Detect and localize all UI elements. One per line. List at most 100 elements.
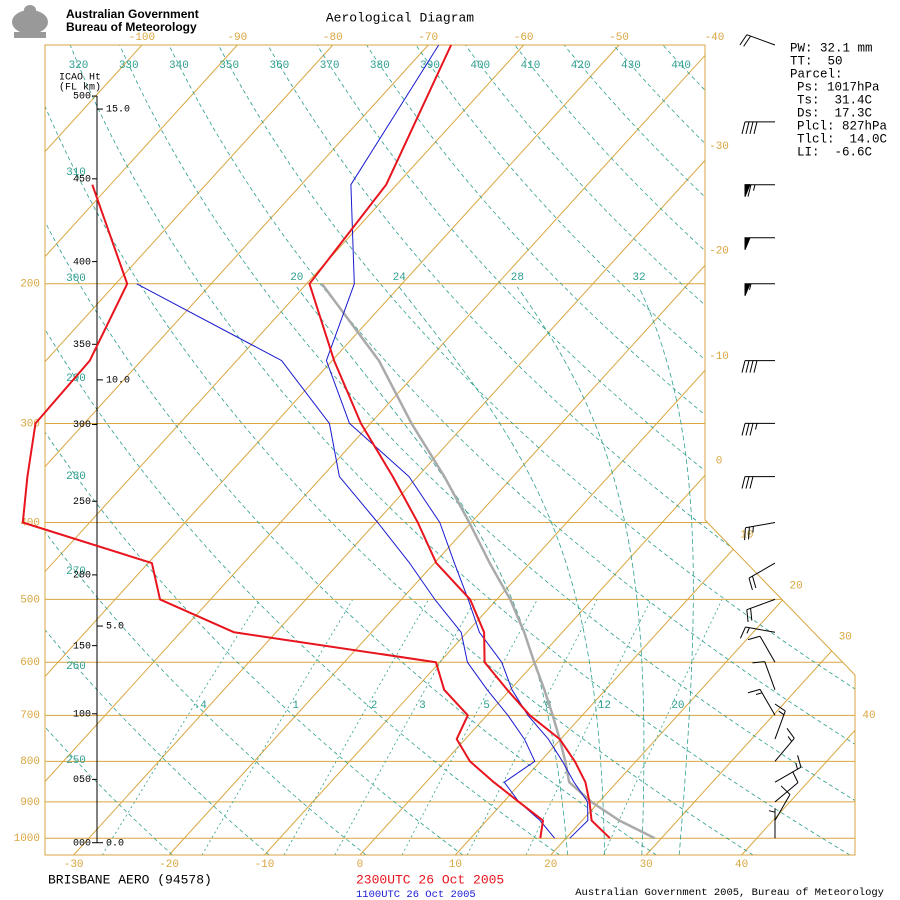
moist-adiabat (638, 286, 694, 855)
theta-tick-label: 330 (119, 60, 139, 72)
theta-tick-label: 430 (621, 60, 641, 72)
theta-tick-label: 420 (571, 60, 591, 72)
info-line: Ps: 1017hPa (797, 80, 880, 94)
theta-tick-label: 390 (420, 60, 440, 72)
info-line: Plcl: 827hPa (797, 119, 888, 133)
mixing-ratio-label: 2 (371, 700, 378, 712)
wind-barb (746, 598, 776, 623)
isotherm (550, 45, 855, 855)
pressure-tick-label: 800 (20, 756, 40, 768)
legend-entry: 1100UTC 26 Oct 2005 (356, 889, 476, 900)
theta-tick-label: 340 (169, 60, 189, 72)
dry-adiabat (415, 45, 855, 855)
pressure-tick-label: 200 (20, 279, 40, 291)
theta-tick-label: 360 (269, 60, 289, 72)
isotherm (45, 45, 334, 855)
mixing-ratio-line (401, 599, 538, 855)
temperature-tick-label: -50 (609, 32, 629, 44)
theta-tick-label: 350 (219, 60, 239, 72)
credit: Australian Government 2005, Bureau of Me… (575, 887, 884, 899)
org-line: Australian Government (66, 7, 199, 21)
pressure-tick-label: 1000 (14, 833, 40, 845)
mixing-ratio-label: 20 (671, 700, 684, 712)
moist-adiabat (516, 286, 645, 855)
isotherm (741, 45, 855, 855)
dry-adiabat (563, 45, 855, 855)
theta-tick-label: 440 (671, 60, 691, 72)
mixing-ratio-line (466, 599, 598, 855)
pressure-tick-label: 500 (20, 594, 40, 606)
mixing-ratio-line (101, 599, 261, 855)
isotherm (73, 45, 811, 855)
height-axis-title: ICAO Ht (59, 73, 101, 84)
temperature-tick-label: 40 (862, 710, 875, 722)
wind-barb (744, 283, 775, 296)
wind-barb (744, 522, 776, 541)
temperature-tick-label: 20 (544, 859, 557, 871)
dry-adiabat (45, 45, 173, 855)
temperature-tick-label: 20 (789, 581, 802, 593)
temperature-tick-label: 40 (735, 859, 748, 871)
mixing-ratio-label: 5 (483, 700, 490, 712)
wind-barb (741, 422, 775, 436)
wind-barb (744, 184, 775, 197)
mixing-ratio-label: 3 (419, 700, 426, 712)
flight-level-label: 500 (73, 92, 91, 103)
wind-barb (774, 728, 795, 762)
dry-adiabat (316, 45, 855, 855)
dry-adiabat (69, 45, 851, 855)
dry-adiabat (662, 45, 855, 855)
wind-barb (748, 562, 776, 591)
flight-level-label: 400 (73, 257, 91, 268)
station: BRISBANE AERO (94578) (48, 872, 212, 887)
logo (12, 5, 48, 38)
temperature-tick-label: -10 (255, 859, 275, 871)
dewpoint-line (136, 283, 555, 839)
temperature-tick-label: 30 (640, 859, 653, 871)
pressure-tick-label: 600 (20, 657, 40, 669)
mixing-ratio-line (603, 599, 723, 855)
isotherm (264, 45, 855, 855)
mixing-ratio-label: 1 (292, 700, 299, 712)
temperature-tick-label: 0 (716, 455, 723, 467)
temperature-tick-label: -70 (418, 32, 438, 44)
wind-barb (774, 755, 802, 783)
dry-adiabat (45, 45, 464, 855)
theta-tick-label: 320 (69, 60, 89, 72)
wind-barb (739, 626, 776, 639)
info-line: LI: -6.6C (797, 145, 872, 159)
isotherm (45, 45, 429, 855)
mixing-ratio-line (525, 599, 652, 855)
info-line: Parcel: (790, 67, 843, 81)
flight-level-label: 000 (73, 838, 91, 849)
isotherm (45, 45, 238, 855)
wind-barb (741, 360, 775, 373)
dry-adiabat (45, 45, 367, 855)
temperature-tick-label: -90 (227, 32, 247, 44)
theta-tick-label: 410 (521, 60, 541, 72)
isotherm (45, 45, 525, 855)
km-label: 15.0 (106, 105, 130, 116)
temperature-tick-label: 10 (449, 859, 462, 871)
parcel-curve (320, 283, 656, 840)
wind-barb (774, 771, 799, 803)
flight-level-label: 100 (73, 709, 91, 720)
mixing-ratio-label: 12 (598, 700, 611, 712)
temperature-tick-label: -20 (709, 245, 729, 257)
wind-barb (747, 688, 776, 716)
wind-barb (747, 635, 776, 663)
info-line: PW: 32.1 mm (790, 41, 873, 55)
wind-barb (774, 785, 791, 821)
dry-adiabat (168, 45, 855, 855)
flight-level-label: 050 (73, 775, 91, 786)
temperature-tick-label: -30 (709, 141, 729, 153)
info-line: Ts: 31.4C (797, 93, 872, 107)
org-line: Bureau of Meteorology (66, 20, 197, 34)
km-label: 0.0 (106, 838, 124, 849)
flight-level-label: 200 (73, 571, 91, 582)
info-line: Ds: 17.3C (797, 106, 872, 120)
frame (44, 44, 856, 856)
